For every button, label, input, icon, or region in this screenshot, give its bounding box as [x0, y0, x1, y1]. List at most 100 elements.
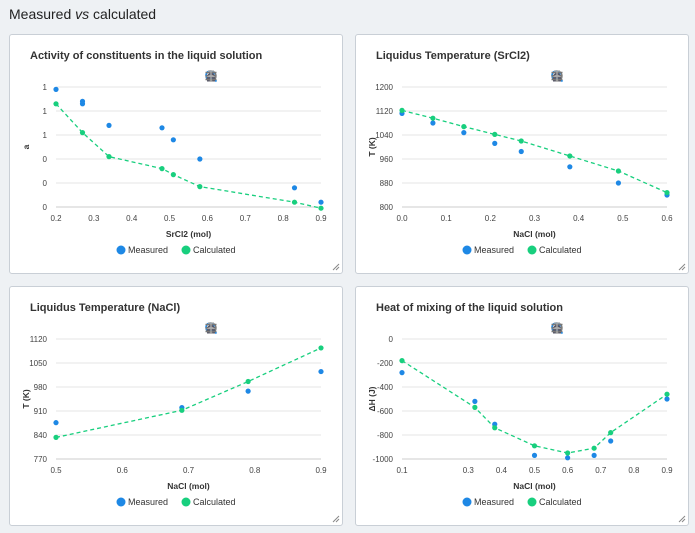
legend-marker	[116, 497, 126, 507]
y-tick-label: 1120	[376, 107, 394, 116]
data-point-measured	[567, 164, 573, 170]
y-tick-label: 1040	[375, 131, 393, 140]
legend-marker	[181, 497, 191, 507]
data-point-calculated	[472, 404, 478, 410]
data-point-calculated	[318, 205, 324, 211]
x-tick-label: 0.5	[50, 466, 62, 475]
x-tick-label: 0.6	[117, 466, 129, 475]
page-title-vs: vs	[75, 6, 90, 22]
x-tick-label: 0.2	[50, 214, 62, 223]
data-point-measured	[53, 86, 59, 92]
chart-title: Liquidus Temperature (NaCl)	[30, 302, 181, 314]
y-tick-label: 0	[389, 335, 394, 344]
x-axis-label: NaCl (mol)	[513, 481, 556, 491]
series-line-calculated	[401, 360, 668, 454]
x-tick-label: 0.3	[529, 214, 541, 223]
data-point-measured	[591, 452, 597, 458]
pin-icon[interactable]	[206, 69, 303, 83]
chart-svg: 800 880 960 1040 1120 1200 0.0 0.1 0.2 0.3 0.4 0.5 0…	[367, 83, 673, 255]
y-axis-label: ΔH (J)	[367, 386, 377, 411]
y-tick-label: 0	[43, 203, 48, 212]
y-tick-label: 980	[34, 383, 48, 392]
chart-title: Liquidus Temperature (SrCl2)	[376, 50, 530, 62]
pin-icon[interactable]	[552, 321, 649, 335]
data-point-measured	[53, 420, 59, 426]
data-point-calculated	[197, 184, 203, 190]
chart-toolbar	[550, 321, 649, 335]
x-tick-label: 0.6	[202, 214, 214, 223]
legend-marker	[462, 245, 472, 255]
resize-handle-icon[interactable]	[332, 263, 340, 271]
x-tick-label: 0.9	[315, 214, 327, 223]
data-point-measured	[318, 368, 324, 375]
series-line-calculated	[55, 347, 322, 439]
data-point-calculated	[318, 345, 324, 351]
x-tick-label: 0.5	[617, 214, 629, 223]
data-point-measured	[461, 130, 467, 136]
data-point-calculated	[170, 172, 176, 178]
page-title-suffix: calculated	[89, 6, 157, 22]
x-tick-label: 0.2	[485, 214, 497, 223]
x-tick-label: 0.8	[249, 466, 261, 475]
x-tick-label: 0.7	[240, 214, 252, 223]
y-tick-label: -800	[377, 431, 394, 440]
data-point-calculated	[291, 199, 298, 205]
y-tick-label: 1	[43, 107, 48, 116]
x-tick-label: 0.7	[183, 466, 195, 475]
y-tick-label: 770	[34, 455, 48, 464]
x-tick-label: 0.5	[164, 214, 176, 223]
x-tick-label: 0.8	[628, 466, 640, 475]
data-point-measured	[664, 396, 670, 402]
data-point-calculated	[565, 450, 571, 456]
legend-marker	[116, 245, 126, 255]
data-point-measured	[518, 148, 524, 155]
resize-handle-icon[interactable]	[678, 515, 686, 523]
chart-toolbar	[204, 321, 303, 335]
chart-svg: -1000 -800 -600 -400 -200 0 0.1 0.3 0.4 0.5 0.6 0.7…	[367, 335, 673, 507]
data-point-measured	[565, 455, 571, 461]
resize-handle-icon[interactable]	[678, 263, 686, 271]
legend-marker	[527, 245, 537, 255]
chart-panel-activity: Activity of constituents in the liquid s…	[9, 34, 343, 274]
data-point-calculated	[531, 443, 538, 449]
y-tick-label: 880	[380, 179, 394, 188]
chart-panel-liquidus-nacl: Liquidus Temperature (NaCl) 770 840 910 980…	[9, 286, 343, 526]
x-axis-label: NaCl (mol)	[513, 229, 556, 239]
data-point-calculated	[615, 168, 622, 174]
data-point-calculated	[567, 153, 573, 159]
y-tick-label: 1120	[30, 335, 48, 344]
pin-icon[interactable]	[552, 69, 649, 83]
data-point-measured	[106, 122, 112, 128]
chart-title: Heat of mixing of the liquid solution	[376, 302, 563, 314]
page-title-prefix: Measured	[9, 6, 76, 22]
data-point-measured	[159, 125, 165, 131]
x-axis-label: SrCl2 (mol)	[166, 229, 212, 239]
data-point-measured	[531, 452, 538, 458]
y-axis-label: a	[21, 144, 31, 149]
data-point-measured	[245, 388, 251, 394]
data-point-calculated	[591, 445, 597, 451]
legend-marker	[527, 497, 537, 507]
y-tick-label: -200	[377, 359, 394, 368]
x-tick-label: 0.4	[126, 214, 138, 223]
x-tick-label: 0.7	[595, 466, 607, 475]
data-point-measured	[492, 421, 498, 427]
legend-label: Measured	[474, 497, 514, 507]
chart-panel-liquidus-srcl2: Liquidus Temperature (SrCl2) 800 880 960 10…	[355, 34, 689, 274]
data-point-calculated	[106, 154, 112, 160]
data-point-calculated	[518, 138, 524, 144]
x-tick-label: 0.6	[661, 214, 673, 223]
x-tick-label: 0.9	[661, 466, 673, 475]
x-tick-label: 0.4	[496, 466, 508, 475]
resize-handle-icon[interactable]	[332, 515, 340, 523]
data-point-calculated	[664, 190, 670, 196]
y-tick-label: -400	[377, 383, 394, 392]
data-point-calculated	[245, 378, 251, 385]
chart-svg: 770 840 910 980 1050 1120 0.5 0.6 0.7 0.8 0.9 NaCl …	[21, 335, 327, 507]
legend-label: Calculated	[539, 245, 582, 255]
pin-icon[interactable]	[206, 321, 303, 335]
series-line-calculated	[401, 109, 668, 194]
y-tick-label: -1000	[373, 455, 394, 464]
x-tick-label: 0.9	[315, 466, 327, 475]
data-point-calculated	[461, 124, 467, 130]
